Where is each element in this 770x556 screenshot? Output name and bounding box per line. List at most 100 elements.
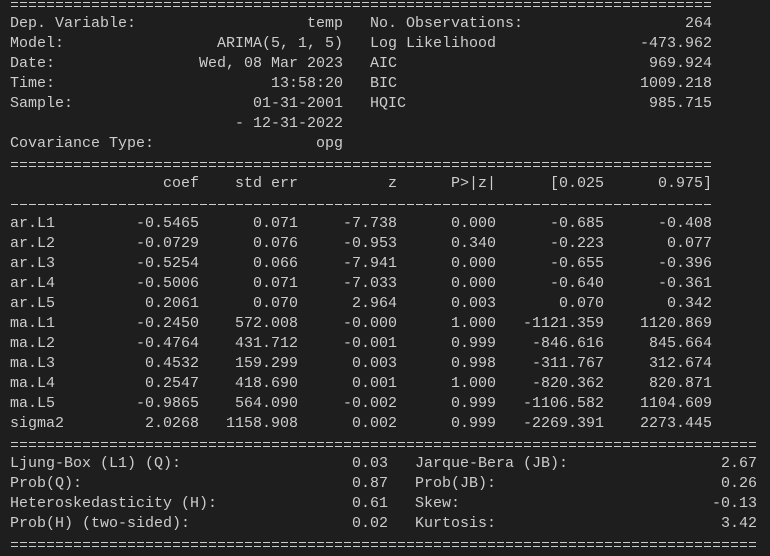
field-label: Sample: — [10, 95, 74, 112]
table-cell: 0.000 — [450, 275, 496, 292]
table-cell: -0.9865 — [135, 395, 199, 412]
double-rule — [10, 546, 757, 547]
table-cell: 0.003 — [351, 355, 397, 372]
field-label: Dep. Variable: — [10, 15, 137, 32]
table-cell: 2.964 — [351, 295, 397, 312]
diag-value: 0.02 — [351, 515, 388, 532]
row-name: ar.L2 — [10, 235, 56, 252]
row-name: sigma2 — [10, 415, 65, 432]
table-cell: 0.4532 — [144, 355, 199, 372]
field-label: Date: — [10, 55, 56, 72]
diag-value: 2.67 — [720, 455, 757, 472]
table-cell: 820.871 — [648, 375, 712, 392]
table-cell: 572.008 — [234, 315, 298, 332]
row-name: ma.L4 — [10, 375, 56, 392]
field-label: HQIC — [370, 95, 407, 112]
table-cell: 0.999 — [450, 335, 496, 352]
table-cell: -0.001 — [342, 335, 397, 352]
table-cell: -2269.391 — [522, 415, 604, 432]
table-cell: -7.033 — [342, 275, 397, 292]
table-cell: 0.342 — [666, 295, 712, 312]
diag-label: Kurtosis: — [415, 515, 497, 532]
field-value: Wed, 08 Mar 2023 — [198, 55, 343, 72]
table-cell: 0.340 — [450, 235, 496, 252]
table-cell: 0.000 — [450, 215, 496, 232]
table-cell: 0.2061 — [144, 295, 199, 312]
double-rule — [10, 166, 712, 167]
field-value: ARIMA(5, 1, 5) — [216, 35, 343, 52]
table-cell: 418.690 — [234, 375, 298, 392]
diag-value: 0.26 — [720, 475, 757, 492]
column-header: z — [387, 175, 397, 192]
table-cell: -820.362 — [531, 375, 604, 392]
row-name: ar.L5 — [10, 295, 56, 312]
double-rule — [10, 162, 712, 163]
table-cell: 0.077 — [666, 235, 712, 252]
double-rule — [10, 442, 757, 443]
table-cell: 0.999 — [450, 415, 496, 432]
table-cell: 0.070 — [252, 295, 298, 312]
table-cell: 159.299 — [234, 355, 298, 372]
diag-label: Heteroskedasticity (H): — [10, 495, 218, 512]
table-cell: 0.070 — [558, 295, 604, 312]
field-value: 01-31-2001 — [252, 95, 343, 112]
column-header: coef — [162, 175, 199, 192]
column-header: P>|z| — [450, 175, 496, 192]
table-cell: -0.396 — [657, 255, 712, 272]
diag-value: -0.13 — [711, 495, 757, 512]
table-cell: -0.2450 — [135, 315, 199, 332]
table-cell: -0.655 — [549, 255, 604, 272]
table-cell: -7.941 — [342, 255, 397, 272]
table-cell: -0.223 — [549, 235, 604, 252]
diag-value: 0.03 — [351, 455, 388, 472]
table-cell: 0.999 — [450, 395, 496, 412]
row-name: ma.L1 — [10, 315, 56, 332]
table-cell: 0.998 — [450, 355, 496, 372]
single-rule — [10, 204, 712, 205]
table-cell: -7.738 — [342, 215, 397, 232]
diag-label: Prob(JB): — [415, 475, 497, 492]
table-cell: 845.664 — [648, 335, 712, 352]
field-value: -473.962 — [639, 35, 712, 52]
field-value: 969.924 — [648, 55, 712, 72]
table-cell: 431.712 — [234, 335, 298, 352]
table-cell: -0.953 — [342, 235, 397, 252]
field-label: Model: — [10, 35, 65, 52]
field-value: 264 — [684, 15, 712, 32]
table-cell: 0.076 — [252, 235, 298, 252]
row-name: ma.L3 — [10, 355, 56, 372]
double-rule — [10, 2, 712, 3]
table-cell: 0.071 — [252, 215, 298, 232]
table-cell: -0.5254 — [135, 255, 199, 272]
table-cell: 1120.869 — [639, 315, 712, 332]
table-cell: -311.767 — [531, 355, 604, 372]
row-name: ma.L2 — [10, 335, 56, 352]
column-header: std err — [234, 175, 298, 192]
table-cell: 0.071 — [252, 275, 298, 292]
diag-value: 0.61 — [351, 495, 388, 512]
table-cell: 0.066 — [252, 255, 298, 272]
table-cell: -0.361 — [657, 275, 712, 292]
table-cell: 0.2547 — [144, 375, 199, 392]
table-cell: 2273.445 — [639, 415, 712, 432]
table-cell: 0.003 — [450, 295, 496, 312]
table-cell: -0.5006 — [135, 275, 199, 292]
field-label: No. Observations: — [370, 15, 524, 32]
table-cell: 0.002 — [351, 415, 397, 432]
table-cell: 312.674 — [648, 355, 712, 372]
column-header: [0.025 — [549, 175, 604, 192]
diag-label: Prob(Q): — [10, 475, 83, 492]
double-rule — [10, 6, 712, 7]
table-cell: -0.4764 — [135, 335, 199, 352]
diag-value: 3.42 — [720, 515, 757, 532]
table-cell: -0.0729 — [135, 235, 199, 252]
field-value: 13:58:20 — [270, 75, 343, 92]
table-cell: -0.640 — [549, 275, 604, 292]
field-value: temp — [306, 15, 343, 32]
table-cell: -0.408 — [657, 215, 712, 232]
table-cell: 1.000 — [450, 375, 496, 392]
table-cell: 2.0268 — [144, 415, 199, 432]
table-cell: -0.002 — [342, 395, 397, 412]
field-value: opg — [315, 135, 343, 152]
table-cell: -1121.359 — [522, 315, 604, 332]
